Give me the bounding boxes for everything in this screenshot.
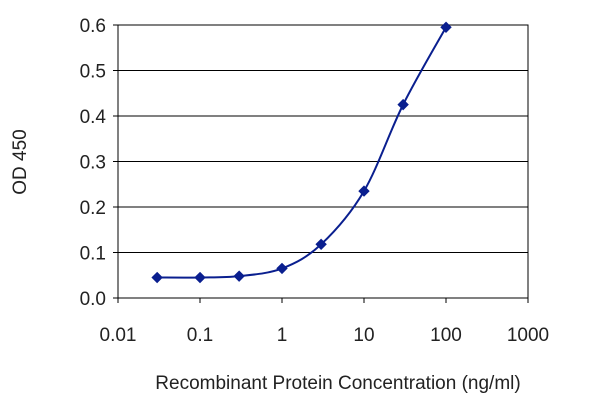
x-tick-label: 100 [430,325,462,346]
y-tick-labels: 0.0 0.1 0.2 0.3 0.4 0.5 0.6 [80,16,107,310]
y-tick-label: 0.2 [80,198,106,219]
y-tick-label: 0.1 [80,244,106,265]
y-axis-label: OD 450 [10,129,31,194]
data-point [397,98,409,111]
axis-layer [113,24,529,303]
series-line [157,26,447,279]
data-point [358,185,370,197]
data-point [276,262,288,275]
y-tick-label: 0.3 [80,153,106,174]
x-tick-label: 0.01 [100,325,137,346]
x-tick-label: 1 [277,325,288,346]
data-point [315,238,327,251]
x-tick-label: 0.1 [187,325,213,346]
data-point [151,271,163,284]
x-tick-label: 10 [353,325,374,346]
data-point [194,271,206,284]
y-tick-label: 0.6 [80,16,106,37]
y-tick-label: 0.5 [80,62,106,83]
series-point-layer [151,21,452,284]
plot-border [117,24,529,299]
series-line-layer [157,26,447,279]
x-tick-labels: 0.01 0.1 1 10 100 1000 [100,325,550,346]
grid-layer [118,24,528,253]
data-point [233,270,245,282]
x-axis-label: Recombinant Protein Concentration (ng/ml… [155,373,520,394]
x-tick-label: 1000 [507,325,549,346]
y-tick-label: 0.0 [80,289,106,310]
y-tick-label: 0.4 [80,107,107,128]
data-point [440,21,452,33]
